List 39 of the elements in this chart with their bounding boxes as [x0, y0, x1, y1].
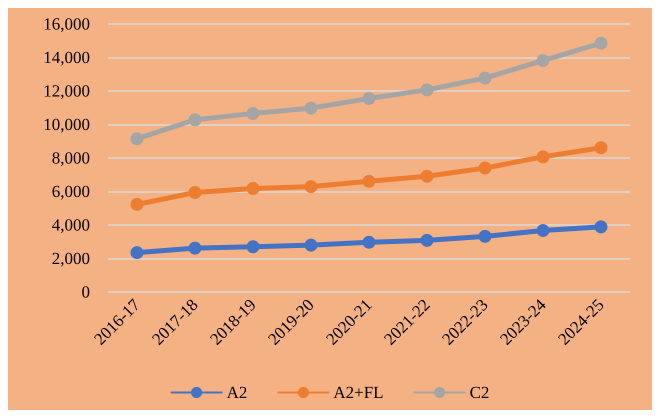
point: [188, 186, 202, 199]
point: [594, 141, 608, 154]
point: [246, 182, 260, 195]
point: [246, 240, 260, 254]
point: [304, 102, 318, 115]
point: [478, 72, 492, 85]
y-tick-label: 8,000: [52, 148, 90, 168]
point: [130, 246, 144, 260]
point: [594, 36, 608, 50]
point: [478, 230, 492, 243]
y-tick-label: 16,000: [43, 14, 90, 34]
legend-label: C2: [470, 383, 490, 402]
y-tick-label: 2,000: [52, 249, 90, 268]
point: [188, 242, 202, 255]
point: [536, 54, 550, 68]
y-tick-label: 10,000: [43, 115, 90, 134]
point: [362, 92, 376, 106]
point: [130, 198, 144, 211]
y-tick-label: 0: [82, 282, 90, 302]
point: [130, 132, 144, 146]
y-tick-label: 14,000: [43, 48, 90, 67]
point: [478, 162, 492, 175]
point: [594, 220, 608, 234]
point: [362, 236, 376, 249]
point: [420, 170, 434, 183]
point: [188, 113, 202, 126]
y-tick-label: 12,000: [43, 82, 90, 100]
y-tick-label: 6,000: [52, 182, 90, 201]
legend-label: A2+FL: [333, 383, 384, 402]
point: [304, 180, 318, 194]
y-tick-label: 4,000: [52, 216, 90, 234]
legend-label: A2: [226, 383, 248, 402]
point: [362, 174, 376, 188]
point: [536, 224, 550, 238]
point: [420, 234, 434, 247]
point: [420, 83, 434, 96]
point: [246, 106, 260, 120]
point: [304, 238, 318, 252]
point: [536, 150, 550, 164]
